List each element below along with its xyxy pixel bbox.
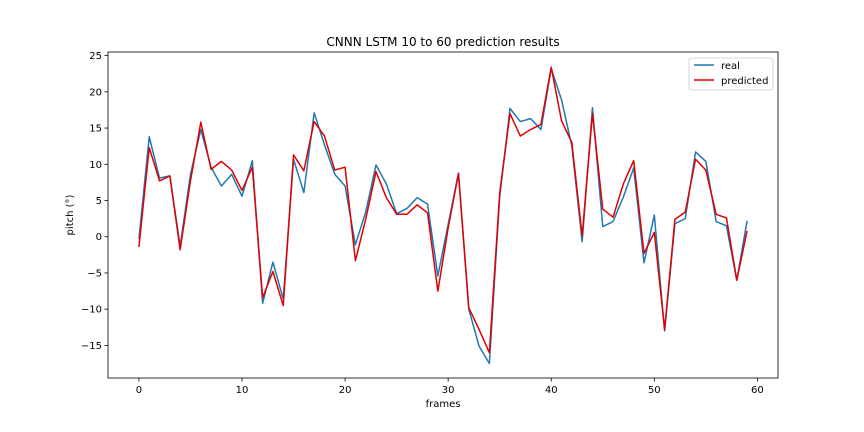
y-tick-label: 25 [89, 51, 102, 62]
x-tick-label: 20 [339, 385, 352, 396]
legend-label-real: real [721, 61, 740, 72]
y-tick-label: −5 [87, 268, 102, 279]
x-tick-label: 0 [136, 385, 142, 396]
plot-area: 0 10 20 30 40 50 60 −15 −10 −5 0 5 10 15 20 25 [81, 51, 779, 396]
y-tick-label: 0 [96, 232, 102, 243]
legend-label-predicted: predicted [721, 76, 768, 87]
chart-title: CNNN LSTM 10 to 60 prediction results [326, 35, 559, 49]
y-tick-label: 10 [89, 160, 102, 171]
x-tick-label: 10 [236, 385, 249, 396]
y-tick-label: 5 [96, 196, 102, 207]
series-layer [138, 66, 748, 365]
y-tick-label: −10 [81, 305, 102, 316]
y-axis-label: pitch (°) [65, 194, 76, 235]
x-axis-label: frames [426, 399, 461, 410]
legend: real predicted [688, 57, 774, 91]
legend-box [688, 57, 774, 91]
x-tick-label: 50 [648, 385, 661, 396]
y-axis-ticks: −15 −10 −5 0 5 10 15 20 25 [81, 51, 108, 352]
series-line-real [138, 67, 748, 365]
x-axis-ticks: 0 10 20 30 40 50 60 [136, 378, 764, 396]
x-tick-label: 60 [751, 385, 764, 396]
plot-frame [107, 51, 779, 379]
y-tick-label: −15 [81, 341, 102, 352]
y-tick-label: 15 [89, 124, 102, 135]
series-line-predicted [138, 66, 748, 354]
x-tick-label: 30 [442, 385, 455, 396]
y-tick-label: 20 [89, 87, 102, 98]
plot-background [108, 52, 778, 378]
x-tick-label: 40 [545, 385, 558, 396]
